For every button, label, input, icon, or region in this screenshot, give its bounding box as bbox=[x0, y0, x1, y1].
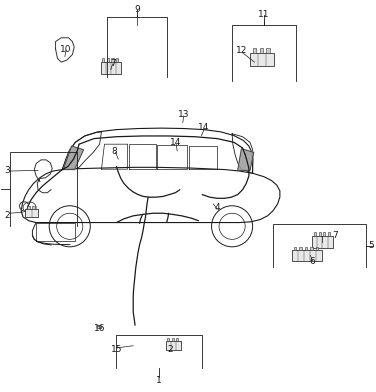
Bar bbox=[116, 58, 118, 62]
Bar bbox=[323, 232, 325, 236]
Bar bbox=[102, 58, 105, 62]
Text: 16: 16 bbox=[94, 325, 105, 334]
FancyBboxPatch shape bbox=[250, 53, 274, 65]
Bar bbox=[27, 206, 30, 209]
Bar bbox=[327, 232, 330, 236]
Text: 7: 7 bbox=[110, 60, 115, 69]
Bar bbox=[111, 58, 114, 62]
FancyBboxPatch shape bbox=[25, 209, 38, 217]
Bar bbox=[316, 247, 318, 250]
Text: 6: 6 bbox=[309, 257, 315, 266]
Text: 11: 11 bbox=[258, 10, 270, 19]
Text: 15: 15 bbox=[111, 345, 122, 354]
Bar bbox=[314, 232, 316, 236]
FancyBboxPatch shape bbox=[312, 236, 333, 248]
Bar bbox=[299, 247, 302, 250]
Text: 12: 12 bbox=[236, 46, 247, 55]
Text: 4: 4 bbox=[214, 203, 220, 212]
Text: 5: 5 bbox=[368, 241, 374, 250]
Text: 2: 2 bbox=[5, 211, 10, 220]
Text: 13: 13 bbox=[178, 110, 190, 119]
Bar bbox=[171, 338, 174, 341]
Text: 9: 9 bbox=[134, 5, 140, 14]
Bar bbox=[107, 58, 109, 62]
Text: 14: 14 bbox=[199, 123, 210, 132]
FancyBboxPatch shape bbox=[166, 341, 180, 350]
Bar bbox=[294, 247, 296, 250]
Text: 10: 10 bbox=[60, 45, 72, 53]
Polygon shape bbox=[238, 149, 254, 170]
FancyBboxPatch shape bbox=[100, 62, 121, 74]
Bar bbox=[310, 247, 313, 250]
Bar bbox=[305, 247, 307, 250]
Text: 7: 7 bbox=[332, 231, 338, 240]
Text: 2: 2 bbox=[168, 345, 173, 354]
Text: 8: 8 bbox=[112, 147, 117, 156]
Text: 14: 14 bbox=[170, 138, 182, 147]
Bar bbox=[253, 48, 256, 53]
Text: 3: 3 bbox=[4, 166, 10, 175]
Bar bbox=[176, 338, 178, 341]
Bar bbox=[267, 48, 270, 53]
Bar bbox=[36, 223, 75, 241]
Bar bbox=[259, 48, 263, 53]
Bar bbox=[167, 338, 169, 341]
Text: 1: 1 bbox=[156, 376, 162, 385]
Polygon shape bbox=[64, 146, 83, 170]
FancyBboxPatch shape bbox=[292, 250, 322, 261]
Bar bbox=[318, 232, 321, 236]
Bar bbox=[32, 206, 35, 209]
